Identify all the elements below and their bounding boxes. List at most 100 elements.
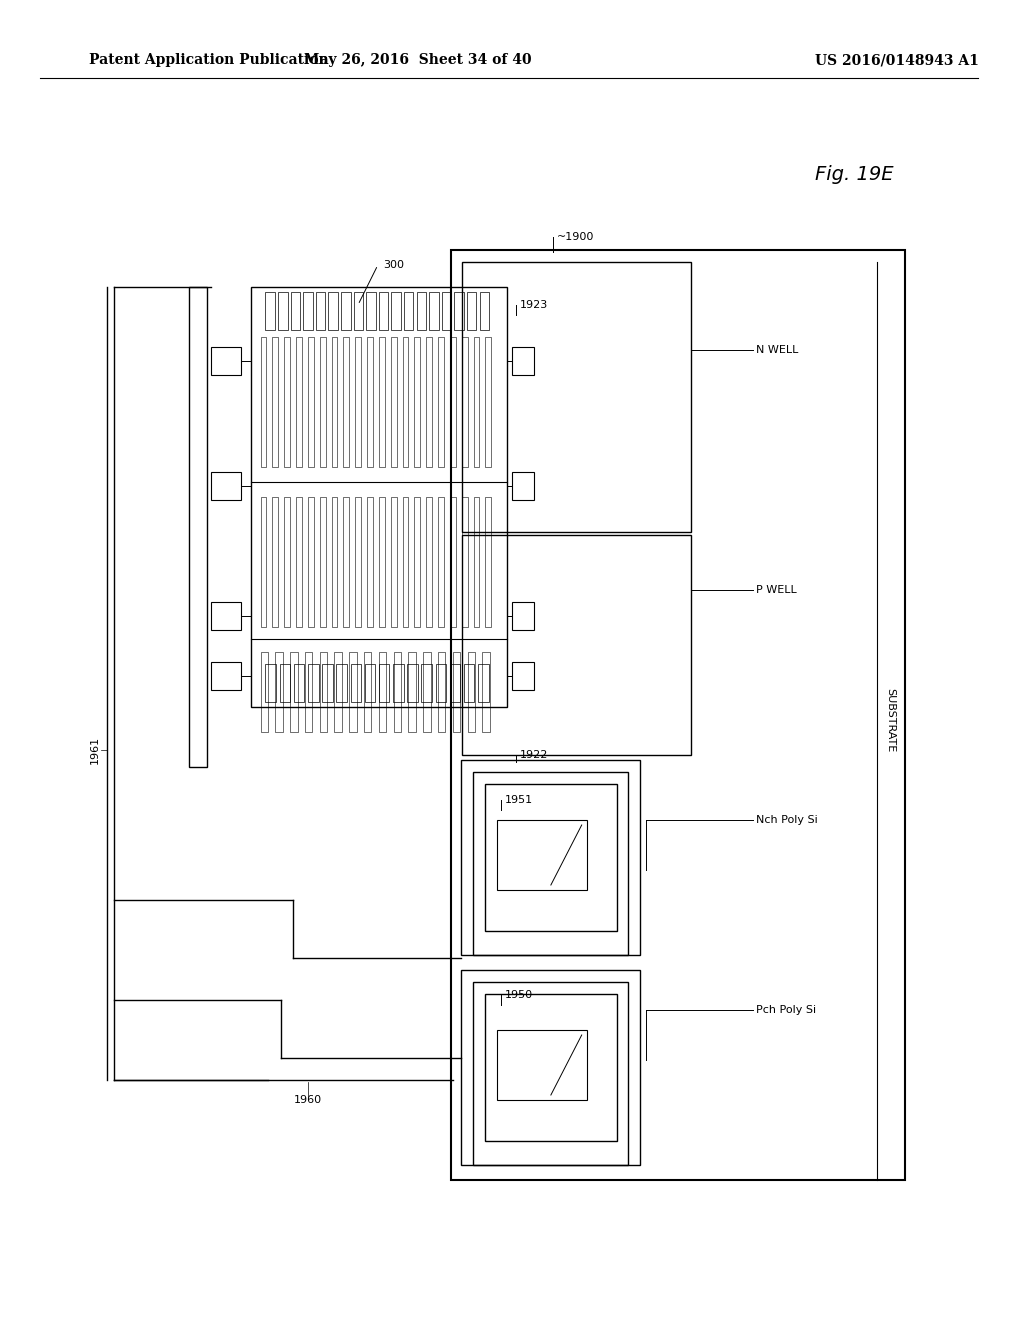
Bar	[415, 498, 420, 627]
Bar	[479, 292, 489, 330]
Bar	[393, 664, 403, 702]
Bar	[468, 652, 475, 733]
Bar	[367, 498, 373, 627]
Bar	[512, 473, 534, 500]
Bar	[438, 652, 445, 733]
Bar	[512, 602, 534, 630]
Bar	[409, 652, 416, 733]
Bar	[350, 664, 361, 702]
Text: N WELL: N WELL	[756, 345, 798, 355]
Bar	[305, 652, 312, 733]
Bar	[421, 664, 432, 702]
Bar	[279, 292, 288, 330]
Bar	[438, 337, 444, 467]
Bar	[391, 292, 400, 330]
Bar	[462, 337, 468, 467]
Bar	[291, 292, 300, 330]
Bar	[408, 664, 418, 702]
Bar	[402, 337, 409, 467]
Bar	[367, 337, 373, 467]
Bar	[265, 664, 276, 702]
Text: SUBSTRATE: SUBSTRATE	[885, 688, 895, 752]
Bar	[485, 498, 492, 627]
Bar	[423, 652, 431, 733]
Bar	[452, 249, 905, 1180]
Text: Nch Poly Si: Nch Poly Si	[756, 814, 817, 825]
Bar	[332, 337, 338, 467]
Bar	[367, 292, 376, 330]
Bar	[415, 337, 420, 467]
Bar	[308, 337, 313, 467]
Text: 1961: 1961	[89, 737, 99, 764]
Bar	[211, 347, 241, 375]
Bar	[308, 498, 313, 627]
Bar	[473, 337, 479, 467]
Bar	[485, 337, 492, 467]
Text: ~1900: ~1900	[557, 232, 594, 242]
Text: 1922: 1922	[520, 750, 549, 760]
Bar	[332, 498, 338, 627]
Bar	[260, 498, 266, 627]
Bar	[355, 337, 361, 467]
Bar	[402, 498, 409, 627]
Bar	[355, 498, 361, 627]
Bar	[341, 292, 350, 330]
Bar	[426, 337, 432, 467]
Bar	[435, 664, 446, 702]
Bar	[290, 652, 298, 733]
Text: 1951: 1951	[505, 795, 534, 805]
Bar	[438, 498, 444, 627]
Bar	[512, 663, 534, 690]
Bar	[275, 652, 283, 733]
Bar	[498, 820, 587, 890]
Bar	[285, 498, 290, 627]
Bar	[260, 652, 268, 733]
Bar	[450, 337, 456, 467]
Text: 300: 300	[383, 260, 403, 271]
Bar	[473, 498, 479, 627]
Bar	[462, 498, 468, 627]
Bar	[512, 347, 534, 375]
Bar	[485, 784, 616, 931]
Text: May 26, 2016  Sheet 34 of 40: May 26, 2016 Sheet 34 of 40	[304, 53, 531, 67]
Text: Patent Application Publication: Patent Application Publication	[89, 53, 329, 67]
Bar	[429, 292, 438, 330]
Text: 1960: 1960	[294, 1096, 323, 1105]
Text: US 2016/0148943 A1: US 2016/0148943 A1	[815, 53, 979, 67]
Bar	[393, 652, 401, 733]
Bar	[315, 292, 326, 330]
Bar	[485, 994, 616, 1140]
Bar	[211, 473, 241, 500]
Bar	[379, 292, 388, 330]
Bar	[450, 664, 461, 702]
Bar	[463, 535, 691, 755]
Bar	[308, 664, 318, 702]
Bar	[329, 292, 338, 330]
Text: 1923: 1923	[520, 300, 548, 310]
Text: 1950: 1950	[505, 990, 534, 1001]
Bar	[296, 498, 302, 627]
Bar	[379, 664, 389, 702]
Bar	[323, 664, 333, 702]
Bar	[272, 337, 279, 467]
Bar	[379, 498, 385, 627]
Bar	[294, 664, 304, 702]
Bar	[189, 286, 207, 767]
Bar	[251, 286, 507, 708]
Bar	[296, 337, 302, 467]
Bar	[319, 652, 327, 733]
Bar	[417, 292, 426, 330]
Bar	[473, 982, 629, 1166]
Bar	[455, 292, 464, 330]
Bar	[260, 337, 266, 467]
Bar	[450, 498, 456, 627]
Bar	[365, 652, 372, 733]
Bar	[426, 498, 432, 627]
Bar	[272, 498, 279, 627]
Text: Fig. 19E: Fig. 19E	[815, 165, 894, 185]
Bar	[463, 261, 691, 532]
Bar	[498, 1030, 587, 1100]
Bar	[265, 292, 274, 330]
Bar	[211, 663, 241, 690]
Bar	[462, 760, 640, 954]
